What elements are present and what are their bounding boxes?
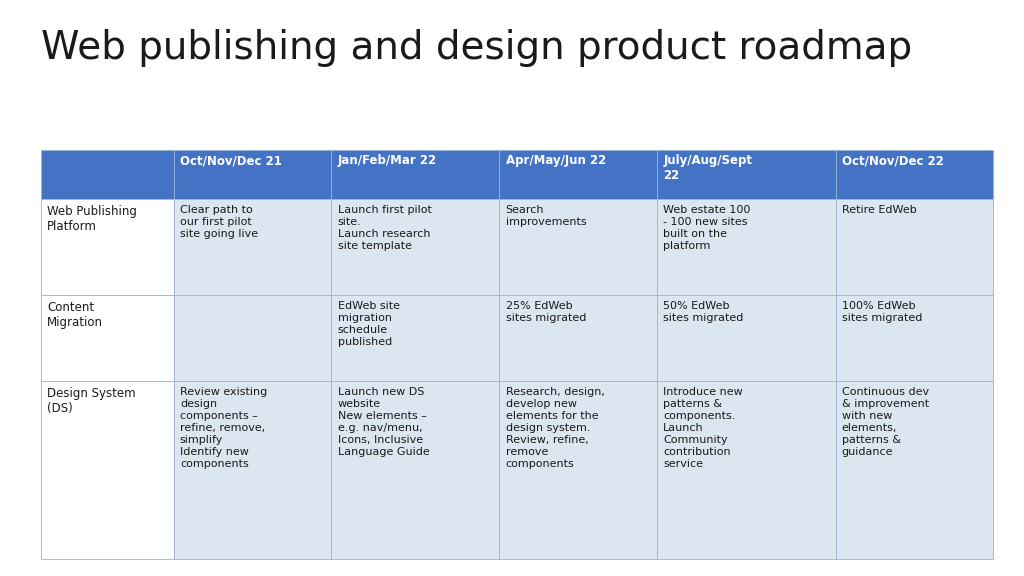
Text: 25% EdWeb
sites migrated: 25% EdWeb sites migrated [506, 301, 586, 323]
Text: Oct/Nov/Dec 22: Oct/Nov/Dec 22 [842, 154, 944, 168]
Text: Review existing
design
components –
refine, remove,
simplify
Identify new
compon: Review existing design components – refi… [180, 386, 267, 469]
Bar [332, 295, 500, 381]
Text: Introduce new
patterns &
components.
Launch
Community
contribution
service: Introduce new patterns & components. Lau… [664, 386, 743, 469]
Text: Launch first pilot
site.
Launch research
site template: Launch first pilot site. Launch research… [338, 204, 431, 251]
Bar [174, 150, 332, 199]
Bar [657, 199, 836, 295]
Text: Web estate 100
- 100 new sites
built on the
platform: Web estate 100 - 100 new sites built on … [664, 204, 751, 251]
Bar [174, 381, 332, 559]
Bar [500, 381, 657, 559]
Text: Launch new DS
website
New elements –
e.g. nav/menu,
Icons, Inclusive
Language Gu: Launch new DS website New elements – e.g… [338, 386, 429, 457]
Text: Design System
(DS): Design System (DS) [47, 386, 136, 415]
Bar [836, 150, 993, 199]
Text: 50% EdWeb
sites migrated: 50% EdWeb sites migrated [664, 301, 743, 323]
Bar [41, 295, 174, 381]
Bar [174, 199, 332, 295]
Text: Research, design,
develop new
elements for the
design system.
Review, refine,
re: Research, design, develop new elements f… [506, 386, 604, 469]
Text: Jan/Feb/Mar 22: Jan/Feb/Mar 22 [338, 154, 436, 168]
Text: Clear path to
our first pilot
site going live: Clear path to our first pilot site going… [180, 204, 258, 238]
Bar [500, 150, 657, 199]
Text: Content
Migration: Content Migration [47, 301, 103, 329]
Bar [500, 199, 657, 295]
Bar [174, 295, 332, 381]
Bar [836, 381, 993, 559]
Bar [657, 295, 836, 381]
Bar [332, 199, 500, 295]
Text: Web publishing and design product roadmap: Web publishing and design product roadma… [41, 29, 912, 67]
Text: Retire EdWeb: Retire EdWeb [842, 204, 916, 215]
Bar [41, 199, 174, 295]
Bar [657, 381, 836, 559]
Text: July/Aug/Sept
22: July/Aug/Sept 22 [664, 154, 753, 183]
Text: EdWeb site
migration
schedule
published: EdWeb site migration schedule published [338, 301, 399, 347]
Bar [657, 150, 836, 199]
Bar [41, 381, 174, 559]
Text: Apr/May/Jun 22: Apr/May/Jun 22 [506, 154, 606, 168]
Bar [836, 199, 993, 295]
Bar [500, 295, 657, 381]
Bar [332, 150, 500, 199]
Text: Continuous dev
& improvement
with new
elements,
patterns &
guidance: Continuous dev & improvement with new el… [842, 386, 929, 457]
Text: Web Publishing
Platform: Web Publishing Platform [47, 204, 137, 233]
Bar [332, 381, 500, 559]
Bar [41, 150, 174, 199]
Text: Search
improvements: Search improvements [506, 204, 587, 226]
Bar [836, 295, 993, 381]
Text: 100% EdWeb
sites migrated: 100% EdWeb sites migrated [842, 301, 923, 323]
Text: Oct/Nov/Dec 21: Oct/Nov/Dec 21 [180, 154, 282, 168]
